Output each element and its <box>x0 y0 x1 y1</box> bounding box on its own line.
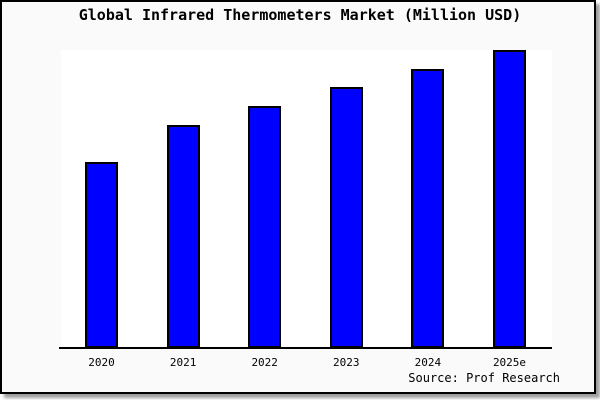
source-credit: Source: Prof Research <box>408 371 560 385</box>
x-tick-2024: 2024 <box>414 356 442 369</box>
chart-title: Global Infrared Thermometers Market (Mil… <box>78 6 522 24</box>
bar-2025e <box>493 50 526 348</box>
x-tick-2020: 2020 <box>88 356 115 369</box>
bar-2024 <box>411 69 445 348</box>
plot-area <box>61 50 552 348</box>
x-axis-line <box>59 347 552 349</box>
bar-2020 <box>85 162 118 348</box>
bar-2023 <box>329 87 363 348</box>
x-tick-2023: 2023 <box>333 356 360 369</box>
bar-2021 <box>166 125 200 348</box>
x-tick-2022: 2022 <box>251 356 278 369</box>
x-tick-2021: 2021 <box>169 356 197 369</box>
x-tick-2025e: 2025e <box>492 356 527 369</box>
bar-2022 <box>248 106 282 348</box>
